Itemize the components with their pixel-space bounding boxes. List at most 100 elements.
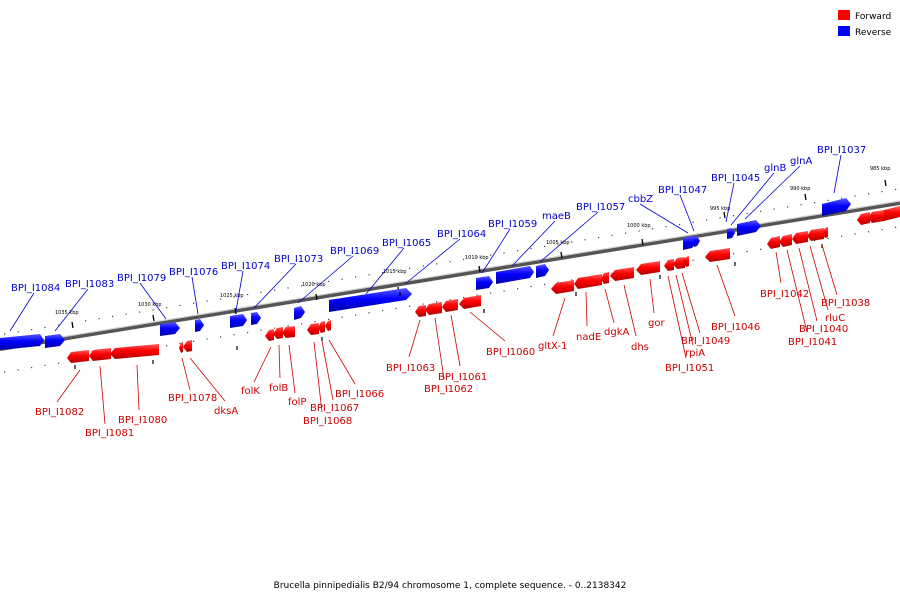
- gene-label-bpi-i1061[interactable]: BPI_I1061: [438, 372, 487, 383]
- gene-label-bpi-i1076[interactable]: BPI_I1076: [169, 267, 218, 278]
- gene-arrow-bpi-i1078[interactable]: [179, 342, 183, 353]
- gene-arrow-bpi-i1073[interactable]: [251, 312, 261, 325]
- guide-dot: [841, 235, 843, 237]
- gene-arrow-bpi-i1068[interactable]: [307, 323, 319, 335]
- gene-arrow-right-edge[interactable]: [884, 206, 900, 221]
- gene-label-folk[interactable]: folK: [241, 386, 260, 397]
- gene-arrow-bpi-i1042[interactable]: [767, 236, 780, 249]
- gene-arrow-folk[interactable]: [265, 329, 274, 341]
- gene-arrow-bpi-i1057[interactable]: [536, 264, 549, 278]
- guide-dot: [773, 208, 775, 210]
- gene-arrow-folb[interactable]: [273, 327, 283, 339]
- gene-arrow-bpi-i1037[interactable]: [822, 198, 851, 216]
- gene-arrow-right-edge-2[interactable]: [868, 210, 884, 223]
- gene-label-glnb[interactable]: glnB: [764, 163, 786, 174]
- gene-label-folp[interactable]: folP: [288, 397, 306, 408]
- gene-label-dksa[interactable]: dksA: [214, 406, 238, 417]
- gene-arrow-bpi-i1038[interactable]: [807, 228, 824, 241]
- gene-label-bpi-i1059[interactable]: BPI_I1059: [488, 219, 537, 230]
- gene-arrow-bpi-i1067[interactable]: [318, 321, 325, 333]
- gene-arrow-bpi-i1041[interactable]: [779, 234, 792, 247]
- gene-arrow-dksa[interactable]: [183, 340, 192, 352]
- gene-arrow-gltx-1[interactable]: [551, 280, 574, 294]
- gene-label-bpi-i1037[interactable]: BPI_I1037: [817, 145, 866, 156]
- gene-arrow-bpi-i1040[interactable]: [792, 231, 808, 244]
- gene-label-dhs[interactable]: dhs: [631, 342, 649, 353]
- gene-label-bpi-i1083[interactable]: BPI_I1083: [65, 279, 114, 290]
- gene-label-bpi-i1073[interactable]: BPI_I1073: [274, 254, 323, 265]
- gene-arrow-bpi-i1046[interactable]: [705, 248, 730, 262]
- gene-label-gor[interactable]: gor: [648, 318, 665, 329]
- gene-arrow-bpi-i1062[interactable]: [425, 302, 442, 315]
- gene-label-nade[interactable]: nadE: [576, 332, 601, 343]
- gene-arrow-bpi-i1081[interactable]: [89, 348, 111, 361]
- gene-label-rluc[interactable]: rluC: [825, 313, 845, 324]
- gene-label-bpi-i1066[interactable]: BPI_I1066: [335, 389, 384, 400]
- gene-arrow-bpi-i1063[interactable]: [415, 305, 426, 317]
- gene-arrow-bpi-i1080[interactable]: [110, 344, 159, 359]
- gene-arrow-bpi-i1061[interactable]: [442, 299, 458, 312]
- gene-label-bpi-i1062[interactable]: BPI_I1062: [424, 384, 473, 395]
- gene-label-bpi-i1063[interactable]: BPI_I1063: [386, 363, 435, 374]
- gene-label-bpi-i1038[interactable]: BPI_I1038: [821, 298, 870, 309]
- gene-label-bpi-i1040[interactable]: BPI_I1040: [799, 324, 848, 335]
- gene-label-bpi-i1051[interactable]: BPI_I1051: [665, 363, 714, 374]
- gene-arrow-rpia[interactable]: [664, 259, 674, 271]
- gene-label-bpi-i1042[interactable]: BPI_I1042: [760, 289, 809, 300]
- gene-arrow-bpi-i1069[interactable]: [294, 306, 305, 320]
- gene-arrow-rluc[interactable]: [822, 227, 828, 238]
- gene-arrow-bpi-i1060[interactable]: [459, 295, 481, 309]
- gene-label-bpi-i1046[interactable]: BPI_I1046: [711, 322, 760, 333]
- gene-arrow-bpi-i1079[interactable]: [160, 322, 180, 336]
- gene-label-bpi-i1064[interactable]: BPI_I1064: [437, 229, 486, 240]
- gene-label-bpi-i1041[interactable]: BPI_I1041: [788, 337, 837, 348]
- gene-arrow-gor[interactable]: [636, 261, 660, 275]
- gene-arrow-bpi-i1045[interactable]: [683, 236, 697, 250]
- gene-label-rpia[interactable]: rpiA: [685, 348, 705, 359]
- gene-arrow-bpi-i1076[interactable]: [195, 319, 204, 332]
- gene-label-bpi-i1079[interactable]: BPI_I1079: [117, 273, 166, 284]
- gene-arrow-bpi-i1066[interactable]: [325, 320, 331, 331]
- gene-label-bpi-i1057[interactable]: BPI_I1057: [576, 202, 625, 213]
- gene-label-cbbz[interactable]: cbbZ: [628, 194, 653, 205]
- gene-label-bpi-i1082[interactable]: BPI_I1082: [35, 407, 84, 418]
- gene-label-gltx-1[interactable]: gltX-1: [538, 341, 567, 352]
- guide-dot: [125, 313, 127, 315]
- gene-label-bpi-i1060[interactable]: BPI_I1060: [486, 347, 535, 358]
- gene-arrow-bpi-i1059[interactable]: [476, 276, 493, 290]
- gene-label-bpi-i1084[interactable]: BPI_I1084: [11, 283, 60, 294]
- gene-label-bpi-i1065[interactable]: BPI_I1065: [382, 238, 431, 249]
- gene-arrow-dgka[interactable]: [601, 272, 609, 284]
- gene-label-bpi-i1074[interactable]: BPI_I1074: [221, 261, 270, 272]
- gene-arrow-bpi-i1084[interactable]: [0, 334, 44, 350]
- gene-arrow-bpi-i1049[interactable]: [673, 257, 685, 269]
- gene-arrow-bpi-i1051[interactable]: [683, 256, 689, 267]
- gene-label-bpi-i1080[interactable]: BPI_I1080: [118, 415, 167, 426]
- gene-label-bpi-i1045[interactable]: BPI_I1045: [711, 173, 760, 184]
- gene-label-bpi-i1078[interactable]: BPI_I1078: [168, 393, 217, 404]
- gene-label-maeb[interactable]: maeB: [542, 211, 571, 222]
- gene-arrow-folp[interactable]: [282, 326, 295, 338]
- gene-label-bpi-i1068[interactable]: BPI_I1068: [303, 416, 352, 427]
- gene-label-bpi-i1049[interactable]: BPI_I1049: [681, 336, 730, 347]
- gene-label-bpi-i1047[interactable]: BPI_I1047: [658, 185, 707, 196]
- gene-arrow-right-edge-3[interactable]: [857, 212, 870, 225]
- gene-arrow-bpi-i1064[interactable]: [329, 288, 412, 312]
- gene-label-folb[interactable]: folB: [269, 383, 288, 394]
- gene-arrow-bpi-i1082[interactable]: [67, 350, 89, 363]
- gene-label-dgka[interactable]: dgkA: [604, 327, 629, 338]
- gene-arrow-glnb[interactable]: [727, 228, 735, 239]
- gene-arrow-bpi-i1047[interactable]: [694, 236, 700, 247]
- gene-label-bpi-i1067[interactable]: BPI_I1067: [310, 403, 359, 414]
- gene-label-bpi-i1081[interactable]: BPI_I1081: [85, 428, 134, 439]
- gene-arrow-glna[interactable]: [737, 220, 761, 236]
- guide-dot: [287, 287, 289, 289]
- gene-arrow-nade[interactable]: [574, 274, 602, 289]
- forward-gene-blocks: [67, 206, 900, 363]
- gene-arrow-maeb[interactable]: [496, 266, 534, 284]
- gene-label-glna[interactable]: glnA: [790, 156, 812, 167]
- gene-label-bpi-i1069[interactable]: BPI_I1069: [330, 246, 379, 257]
- gene-arrow-bpi-i1074[interactable]: [230, 314, 247, 328]
- gene-arrow-dhs[interactable]: [610, 267, 634, 281]
- gene-arrow-bpi-i1083[interactable]: [45, 334, 65, 348]
